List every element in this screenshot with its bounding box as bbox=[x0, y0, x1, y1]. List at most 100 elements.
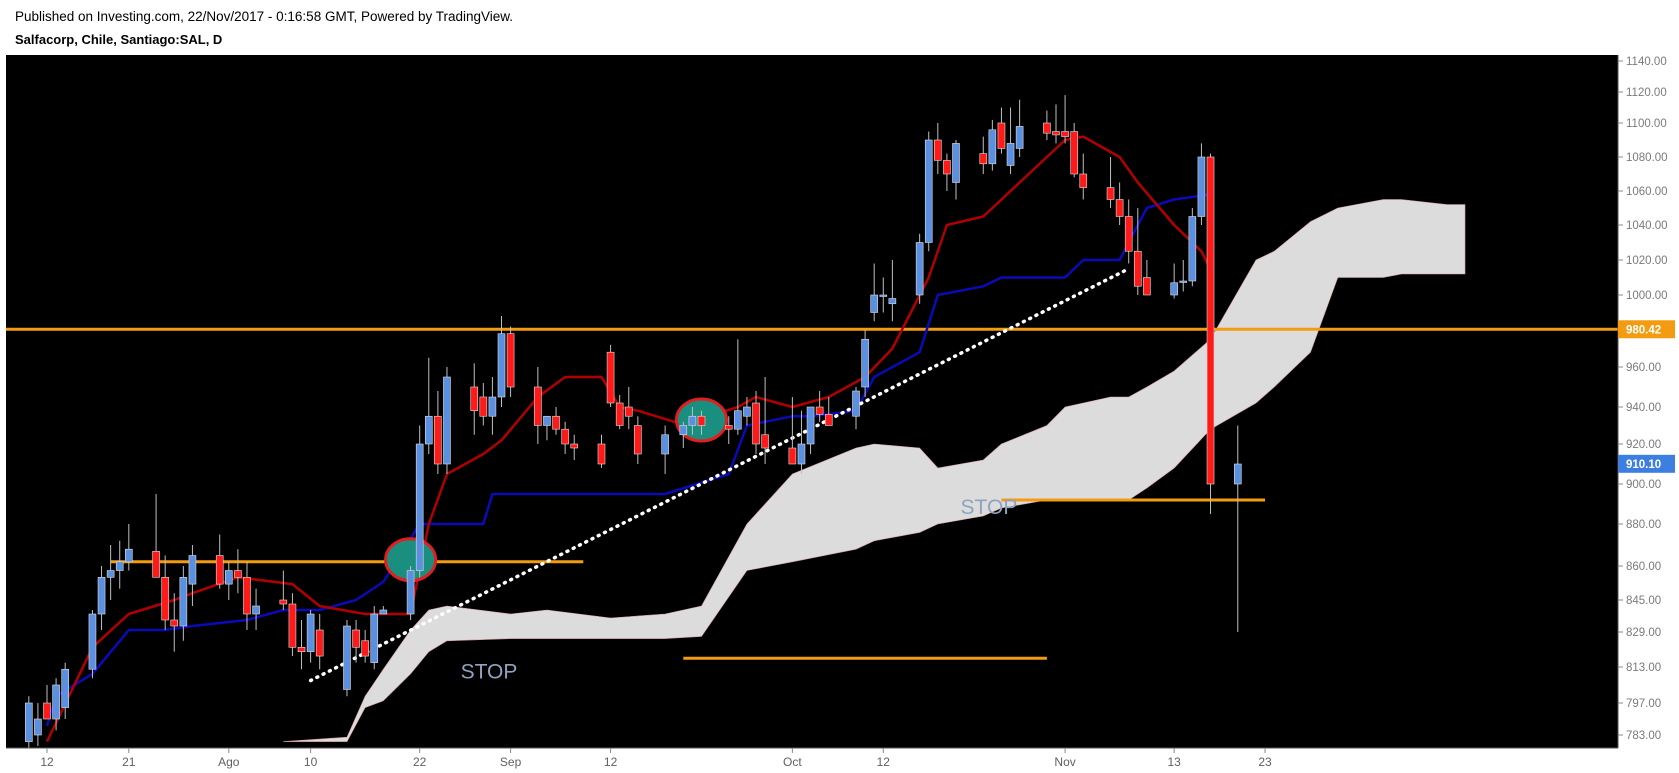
stop-label-1: STOP bbox=[961, 496, 1018, 519]
candle-body-46 bbox=[606, 351, 615, 404]
candle-body-73 bbox=[952, 143, 960, 183]
candle-body-82 bbox=[1070, 131, 1078, 175]
candle-body-30 bbox=[406, 570, 415, 615]
candle-body-24 bbox=[315, 629, 324, 657]
candle-body-16 bbox=[225, 570, 233, 585]
candle-body-18 bbox=[243, 577, 251, 615]
candle-body-52 bbox=[688, 415, 697, 426]
tenkan-sen-line bbox=[45, 135, 1212, 743]
level-price-badge-text: 980.42 bbox=[1626, 324, 1661, 336]
date-tick-label-2: Ago bbox=[218, 755, 240, 769]
date-tick-label-11: 23 bbox=[1258, 755, 1272, 769]
candle-body-9 bbox=[125, 548, 133, 563]
candle-body-56 bbox=[743, 406, 751, 417]
candle-body-3 bbox=[52, 684, 60, 720]
candle-body-74 bbox=[979, 153, 988, 165]
candle-body-59 bbox=[788, 447, 797, 465]
candle-body-20 bbox=[279, 599, 288, 605]
candle-body-12 bbox=[170, 619, 179, 627]
candle-body-63 bbox=[824, 414, 833, 426]
dotted-trendline bbox=[308, 267, 1131, 683]
candle-body-2 bbox=[43, 702, 51, 720]
candle-body-36 bbox=[479, 396, 488, 417]
candle-body-60 bbox=[797, 443, 806, 465]
candle-body-37 bbox=[488, 396, 497, 417]
candle-body-83 bbox=[1079, 173, 1088, 188]
candle-body-68 bbox=[888, 298, 897, 305]
candles bbox=[25, 95, 1242, 748]
candle-body-58 bbox=[761, 434, 769, 449]
candle-body-11 bbox=[161, 577, 169, 621]
candle-body-57 bbox=[752, 402, 760, 445]
date-tick-label-6: 12 bbox=[604, 755, 618, 769]
price-tick-label-18: 797.00 bbox=[1626, 698, 1661, 710]
candle-body-31 bbox=[415, 443, 424, 571]
candle-body-1 bbox=[34, 718, 42, 736]
candle-body-55 bbox=[734, 410, 742, 430]
candle-body-39 bbox=[506, 333, 515, 388]
candle-body-21 bbox=[288, 603, 297, 648]
candle-body-90 bbox=[1179, 280, 1188, 283]
candle-body-62 bbox=[815, 406, 824, 415]
candle-body-38 bbox=[497, 333, 506, 398]
indicator-lines bbox=[45, 135, 1212, 743]
candle-body-89 bbox=[1170, 282, 1178, 296]
price-tick-label-10: 940.00 bbox=[1626, 402, 1661, 414]
candle-body-79 bbox=[1043, 122, 1051, 134]
candle-body-15 bbox=[215, 555, 224, 585]
candle-body-10 bbox=[152, 550, 160, 578]
time-axis[interactable]: 12 21 Ago 10 22 Sep 12 Oct 12 Nov 13 23 bbox=[40, 748, 1272, 769]
candle-body-53 bbox=[697, 415, 706, 426]
candle-body-91 bbox=[1188, 216, 1197, 282]
date-tick-label-10: 13 bbox=[1167, 755, 1181, 769]
stop-label-0: STOP bbox=[461, 660, 518, 683]
kijun-sen-line bbox=[45, 193, 1211, 727]
candle-body-23 bbox=[306, 613, 315, 652]
candle-body-42 bbox=[552, 415, 560, 430]
candle-body-87 bbox=[1134, 250, 1142, 287]
date-tick-label-5: Sep bbox=[500, 755, 522, 769]
candle-body-80 bbox=[1052, 131, 1060, 136]
candle-body-77 bbox=[1006, 143, 1015, 166]
candle-body-13 bbox=[179, 577, 188, 627]
symbol-title: Salfacorp, Chile, Santiago:SAL, D bbox=[15, 32, 223, 47]
price-tick-label-0: 1140.00 bbox=[1626, 56, 1667, 68]
price-badges: 980.42 910.10 bbox=[1618, 320, 1675, 473]
candle-body-40 bbox=[534, 386, 542, 426]
candle-body-28 bbox=[370, 613, 379, 663]
candle-body-4 bbox=[61, 668, 69, 708]
date-tick-label-1: 21 bbox=[122, 755, 136, 769]
price-tick-label-3: 1080.00 bbox=[1626, 152, 1668, 164]
trendline-layer bbox=[308, 267, 1131, 683]
candle-body-35 bbox=[470, 386, 479, 412]
annotation-texts: STOP STOP bbox=[461, 496, 1018, 683]
candle-body-78 bbox=[1015, 126, 1024, 149]
candle-body-81 bbox=[1061, 131, 1069, 137]
candle-body-94 bbox=[1233, 463, 1242, 485]
candle-body-25 bbox=[343, 625, 351, 690]
candle-body-50 bbox=[661, 434, 669, 455]
date-tick-label-7: Oct bbox=[783, 755, 802, 769]
date-tick-label-3: 10 bbox=[304, 755, 318, 769]
candle-body-69 bbox=[915, 242, 924, 296]
price-tick-label-6: 1020.00 bbox=[1626, 255, 1668, 267]
candle-body-65 bbox=[861, 338, 869, 388]
last-price-badge-text: 910.10 bbox=[1626, 459, 1661, 471]
cloud-area bbox=[283, 199, 1466, 742]
candle-body-75 bbox=[988, 129, 997, 165]
candle-body-8 bbox=[115, 561, 124, 571]
candle-body-67 bbox=[879, 294, 888, 297]
candle-body-71 bbox=[934, 139, 942, 161]
candle-body-88 bbox=[1143, 277, 1151, 296]
candle-body-7 bbox=[106, 570, 115, 578]
candle-body-84 bbox=[1106, 187, 1115, 200]
price-tick-label-5: 1040.00 bbox=[1626, 220, 1668, 232]
price-tick-label-4: 1060.00 bbox=[1626, 186, 1668, 198]
price-axis-background bbox=[1618, 55, 1679, 748]
candle-body-51 bbox=[679, 425, 688, 436]
candle-body-34 bbox=[443, 376, 451, 465]
candle-body-54 bbox=[724, 425, 733, 430]
candle-body-72 bbox=[943, 160, 951, 175]
candle-body-76 bbox=[997, 122, 1006, 149]
